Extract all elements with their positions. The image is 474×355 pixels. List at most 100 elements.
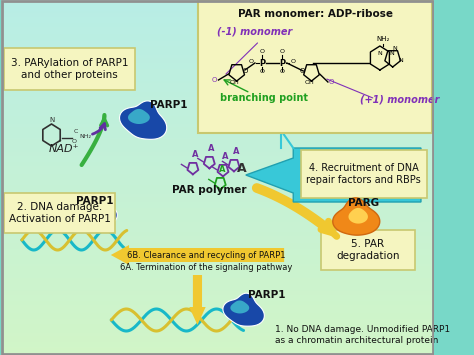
Bar [1,222,434,223]
Bar [1,328,434,329]
Bar [1,306,434,307]
Bar [1,158,434,159]
Bar [1,16,434,17]
Bar [1,102,434,103]
Bar [1,231,434,232]
Bar [1,63,434,64]
Text: O: O [280,69,285,74]
Bar [1,43,434,44]
Bar [1,92,434,93]
Bar [1,255,434,256]
Text: 2. DNA damage.
Activation of PARP1: 2. DNA damage. Activation of PARP1 [9,202,110,224]
Bar [1,311,434,312]
Bar [1,10,434,11]
Bar [1,139,434,140]
Bar [1,310,434,311]
Bar [1,133,434,134]
Bar [1,289,434,290]
Bar [1,345,434,346]
Bar [1,316,434,317]
Bar [1,140,434,141]
Bar [1,1,434,2]
Bar [1,3,434,4]
Bar [1,346,434,347]
FancyBboxPatch shape [199,1,432,133]
Bar [1,260,434,261]
Text: (-1) monomer: (-1) monomer [217,27,292,37]
Bar [1,77,434,78]
Text: O: O [260,69,265,74]
Text: A: A [237,162,246,175]
Bar [1,293,434,294]
Bar [1,278,434,279]
Bar [1,33,434,34]
Bar [1,194,434,195]
Bar [1,58,434,59]
Bar [1,221,434,222]
Bar [1,259,434,260]
Bar [1,188,434,189]
Bar [1,254,434,255]
Text: NAD⁺: NAD⁺ [49,144,79,154]
Bar [1,180,434,181]
Bar [1,35,434,36]
FancyBboxPatch shape [4,193,115,233]
Bar [1,286,434,287]
Bar [1,146,434,147]
Bar [1,302,434,303]
Bar [1,271,434,272]
FancyBboxPatch shape [4,48,136,90]
Bar [1,235,434,236]
Bar [1,108,434,109]
Bar [1,350,434,351]
Bar [1,24,434,25]
Bar [1,85,434,86]
Bar [1,326,434,327]
Bar [1,27,434,28]
Bar [1,127,434,128]
Bar [1,294,434,295]
Bar [1,342,434,343]
Bar [1,81,434,82]
Bar [1,141,434,142]
Bar [1,212,434,213]
Bar [1,120,434,121]
Text: N: N [392,46,397,51]
Bar [1,307,434,308]
Bar [1,41,434,42]
Bar [1,143,434,144]
Bar [1,208,434,209]
Bar [1,204,434,205]
FancyBboxPatch shape [301,150,428,198]
Text: P: P [279,59,285,67]
Bar [1,283,434,284]
Bar [1,213,434,214]
Bar [1,165,434,166]
Bar [1,109,434,110]
Bar [1,309,434,310]
Bar [1,64,434,65]
Bar [1,65,434,66]
Bar [1,136,434,137]
Bar [1,50,434,51]
Bar [1,290,434,291]
Bar [1,150,434,151]
Bar [1,196,434,197]
Polygon shape [80,200,117,229]
Bar [1,215,434,216]
Bar [1,100,434,101]
Text: A: A [208,144,214,153]
Bar [1,21,434,22]
Bar [1,17,434,18]
Bar [1,195,434,196]
Bar [1,83,434,84]
Bar [1,172,434,173]
Bar [1,282,434,283]
Bar [1,269,434,270]
Bar [1,114,434,115]
Bar [1,250,434,251]
Bar [1,300,434,301]
Bar [1,128,434,129]
Bar [1,298,434,299]
Polygon shape [128,109,150,124]
